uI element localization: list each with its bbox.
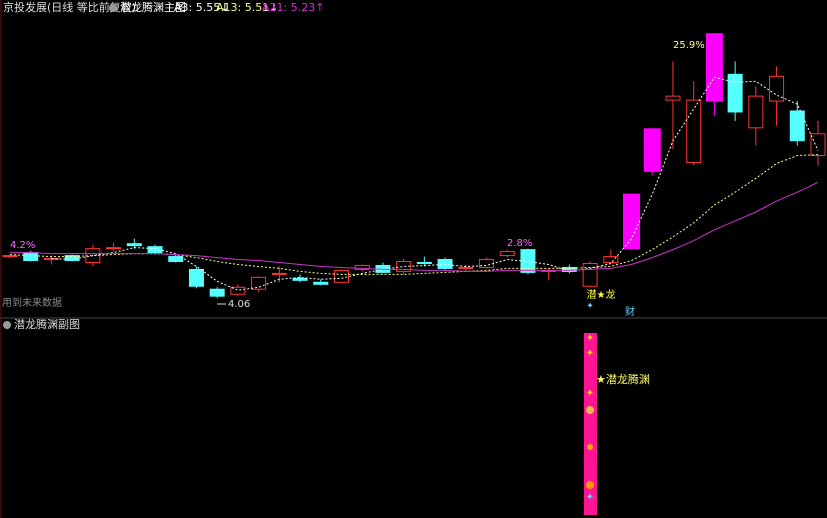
candle-body (64, 255, 80, 262)
icon (586, 406, 594, 414)
candle-body (643, 128, 661, 172)
candle-body (188, 268, 204, 287)
candle-body (437, 259, 453, 269)
ma-line (51, 76, 819, 291)
candle-body (126, 243, 142, 247)
candle-body (479, 259, 495, 268)
icon (587, 444, 593, 450)
legend-entry: A13: 5.51↓ (216, 1, 278, 14)
candle-body (168, 256, 184, 263)
candle-body (230, 286, 246, 295)
candle-body (313, 281, 329, 285)
candle-body (251, 276, 267, 290)
candle-body (106, 247, 122, 250)
candle-body (499, 251, 515, 257)
legend-entry: A21: 5.23↑ (262, 1, 324, 14)
candle-body (789, 110, 805, 142)
candle-body (623, 193, 641, 250)
candle-body (209, 288, 225, 297)
chart-title: 京投发展(日线 等比前复权) (3, 0, 136, 14)
ma-line (10, 181, 819, 272)
candle-body (665, 95, 681, 101)
icon: ✦ (586, 302, 594, 312)
signal-label: ★潜龙腾渊 (596, 372, 650, 386)
candle-body (354, 264, 370, 270)
candle-body (686, 99, 702, 163)
signal-bar (584, 333, 597, 515)
candle-body (727, 73, 743, 113)
annotation: 财 (625, 305, 635, 318)
candle-body (705, 33, 723, 102)
icon: ✦ (586, 348, 594, 359)
candle-body (271, 272, 287, 275)
candle-body (416, 262, 432, 265)
candle-body (769, 75, 785, 102)
candle-body (2, 255, 18, 258)
annotation: 2.8% (507, 238, 532, 249)
candle-body (147, 246, 163, 254)
candle-body (333, 269, 349, 283)
sub-indicator-icon (3, 321, 11, 329)
legend-entry: A3: 5.55↓ (174, 1, 229, 14)
candle-body (396, 261, 412, 272)
sub-panel-title: 潜龙腾渊副图 (14, 317, 80, 331)
signal-icons: ✦ ✦ ✦ ✦ (586, 333, 594, 503)
indicator-icon (109, 4, 117, 12)
annotation: 4.2% (10, 240, 35, 251)
candle-body (603, 256, 619, 264)
icon: ✦ (586, 388, 594, 399)
candle-body (23, 252, 39, 262)
icon (586, 481, 594, 489)
annotation: 25.9% (673, 40, 705, 51)
candle-body (292, 277, 308, 281)
candle-body (458, 266, 474, 269)
icon: ✦ (586, 492, 594, 503)
ma-line (9, 154, 819, 275)
annotation: 潜★龙 (587, 288, 616, 301)
annotation: 4.06 (228, 299, 250, 310)
annotation: 用到未来数据 (2, 296, 62, 309)
candle-body (748, 95, 764, 129)
indicator-title: 潜龙腾渊主图 (120, 0, 186, 14)
icon: ✦ (586, 333, 594, 344)
candle-body (810, 133, 826, 157)
